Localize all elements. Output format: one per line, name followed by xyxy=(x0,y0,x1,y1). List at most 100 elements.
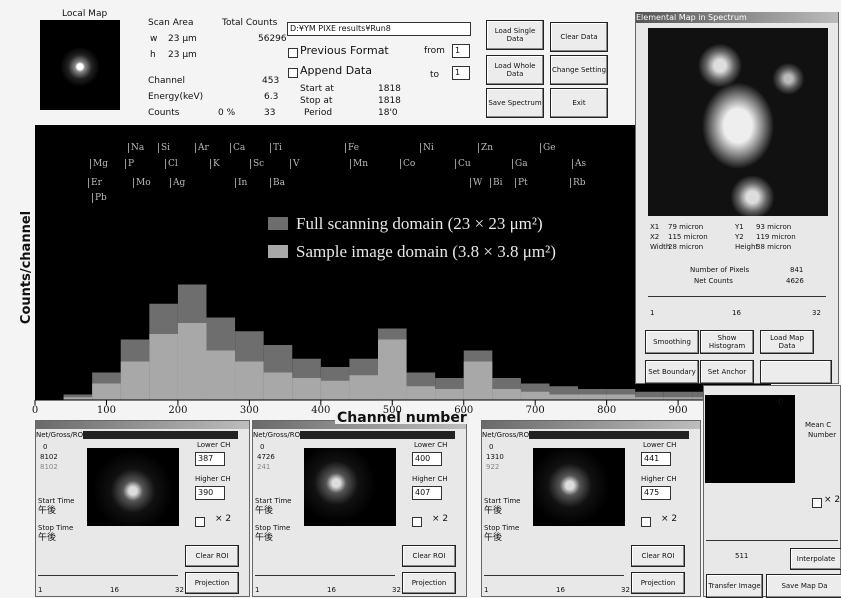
element-label: Mo xyxy=(133,178,151,188)
spectrum-bar xyxy=(292,378,321,400)
spectrum-bar xyxy=(149,334,178,400)
legend-entry: Full scanning domain (23 × 23 μm²) xyxy=(268,214,543,234)
double-checkbox[interactable] xyxy=(641,517,651,527)
start-time: 午後 xyxy=(38,506,56,517)
slider-label: 1 xyxy=(484,585,488,596)
clear-roi-button[interactable]: Clear ROI xyxy=(402,545,456,567)
spectrum-bar xyxy=(607,395,636,401)
higher-ch-label: Higher CH xyxy=(195,474,231,485)
elemental-map-image xyxy=(648,28,828,216)
element-label: P xyxy=(125,159,134,169)
side-slider[interactable] xyxy=(706,540,838,541)
x-tick-label: 100 xyxy=(97,405,116,416)
element-label: Ga xyxy=(512,159,528,169)
projection-button[interactable]: Projection xyxy=(402,572,456,594)
lower-ch-label: Lower CH xyxy=(197,440,230,451)
save-map-button[interactable]: Save Map Da xyxy=(766,574,841,598)
slider-label: 16 xyxy=(556,585,565,596)
interpolate-button[interactable]: Interpolate xyxy=(790,548,841,570)
element-label: Cl xyxy=(165,159,178,169)
transfer-image-button[interactable]: Transfer Image xyxy=(706,574,763,598)
lower-ch-input[interactable]: 441 xyxy=(641,452,671,466)
projection-button[interactable]: Projection xyxy=(631,572,685,594)
element-label: Sc xyxy=(250,159,264,169)
slider-label: 32 xyxy=(621,585,630,596)
spectrum-bar xyxy=(407,386,436,400)
spectrum-bar xyxy=(492,389,521,400)
double-checkbox[interactable] xyxy=(195,517,205,527)
spectrum-bar xyxy=(121,362,150,401)
element-label: In xyxy=(235,178,247,188)
element-label: Ge xyxy=(540,143,556,153)
higher-ch-input[interactable]: 407 xyxy=(412,486,442,500)
y-axis-label: Counts/channel xyxy=(21,211,32,324)
spectrum-bar xyxy=(549,395,578,401)
pixels-label: Number of Pixels xyxy=(690,265,749,276)
clear-roi-button[interactable]: Clear ROI xyxy=(631,545,685,567)
x-tick-label: 200 xyxy=(168,405,187,416)
double-label: × 2 xyxy=(215,514,231,525)
stop-time: 午後 xyxy=(38,533,56,544)
legend-swatch xyxy=(268,245,288,258)
element-label: Er xyxy=(88,178,102,188)
map-button[interactable]: Smoothing xyxy=(645,330,699,354)
map-slider[interactable] xyxy=(648,296,826,297)
element-label: W xyxy=(470,178,482,188)
slider-label: 16 xyxy=(327,585,336,596)
roi-mode: Net/Gross/ROI xyxy=(482,430,531,441)
element-label: Ba xyxy=(270,178,285,188)
start-time: 午後 xyxy=(255,506,273,517)
higher-ch-input[interactable]: 475 xyxy=(641,486,671,500)
map-button[interactable]: Load Map Data xyxy=(760,330,814,354)
spectrum-bar xyxy=(206,351,235,401)
x-tick-label: 400 xyxy=(311,405,330,416)
projection-button[interactable]: Projection xyxy=(185,572,239,594)
lower-ch-label: Lower CH xyxy=(414,440,447,451)
spectrum-bar xyxy=(378,340,407,401)
element-label: Na xyxy=(128,143,144,153)
slider-label: 1 xyxy=(255,585,259,596)
side-zero: 0 xyxy=(778,398,784,409)
roi-mode-bar xyxy=(83,431,238,439)
roi-slider[interactable] xyxy=(38,575,178,576)
map-coordinate: Height xyxy=(735,242,758,253)
double-label: × 2 xyxy=(432,514,448,525)
x-tick-label: 0 xyxy=(32,405,38,416)
stop-time: 午後 xyxy=(484,533,502,544)
element-label: Rb xyxy=(570,178,586,188)
spectrum-bar xyxy=(178,323,207,400)
roi-count: 922 xyxy=(486,462,499,473)
element-label: Ni xyxy=(420,143,434,153)
element-label: Mn xyxy=(350,159,368,169)
legend-entry: Sample image domain (3.8 × 3.8 μm²) xyxy=(268,242,556,262)
higher-ch-label: Higher CH xyxy=(641,474,677,485)
roi-image xyxy=(304,448,396,526)
roi-slider[interactable] xyxy=(484,575,624,576)
element-label: Ar xyxy=(195,143,209,153)
map-button[interactable]: Set Boundary xyxy=(645,360,699,384)
roi-title-bar xyxy=(36,421,249,429)
slider-label: 32 xyxy=(175,585,184,596)
element-label: V xyxy=(290,159,300,169)
roi-mode-bar xyxy=(300,431,455,439)
element-label: As xyxy=(572,159,586,169)
roi-mode-bar xyxy=(529,431,689,439)
higher-ch-input[interactable]: 390 xyxy=(195,486,225,500)
slider-label: 1 xyxy=(650,308,654,319)
roi-slider[interactable] xyxy=(255,575,395,576)
map-button[interactable]: Show Histogram xyxy=(700,330,754,354)
map-button[interactable]: Set Anchor xyxy=(700,360,754,384)
map-coordinate: 28 micron xyxy=(668,242,703,253)
lower-ch-input[interactable]: 400 xyxy=(412,452,442,466)
clear-roi-button[interactable]: Clear ROI xyxy=(185,545,239,567)
element-label: Pb xyxy=(92,193,107,203)
side-double-checkbox[interactable] xyxy=(812,498,822,508)
spectrum-bar xyxy=(235,362,264,401)
legend-text: Full scanning domain (23 × 23 μm²) xyxy=(296,214,543,233)
element-label: Ca xyxy=(230,143,245,153)
element-label: Si xyxy=(158,143,170,153)
double-checkbox[interactable] xyxy=(412,517,422,527)
roi-image xyxy=(533,448,625,526)
roi-count: 241 xyxy=(257,462,270,473)
lower-ch-input[interactable]: 387 xyxy=(195,452,225,466)
